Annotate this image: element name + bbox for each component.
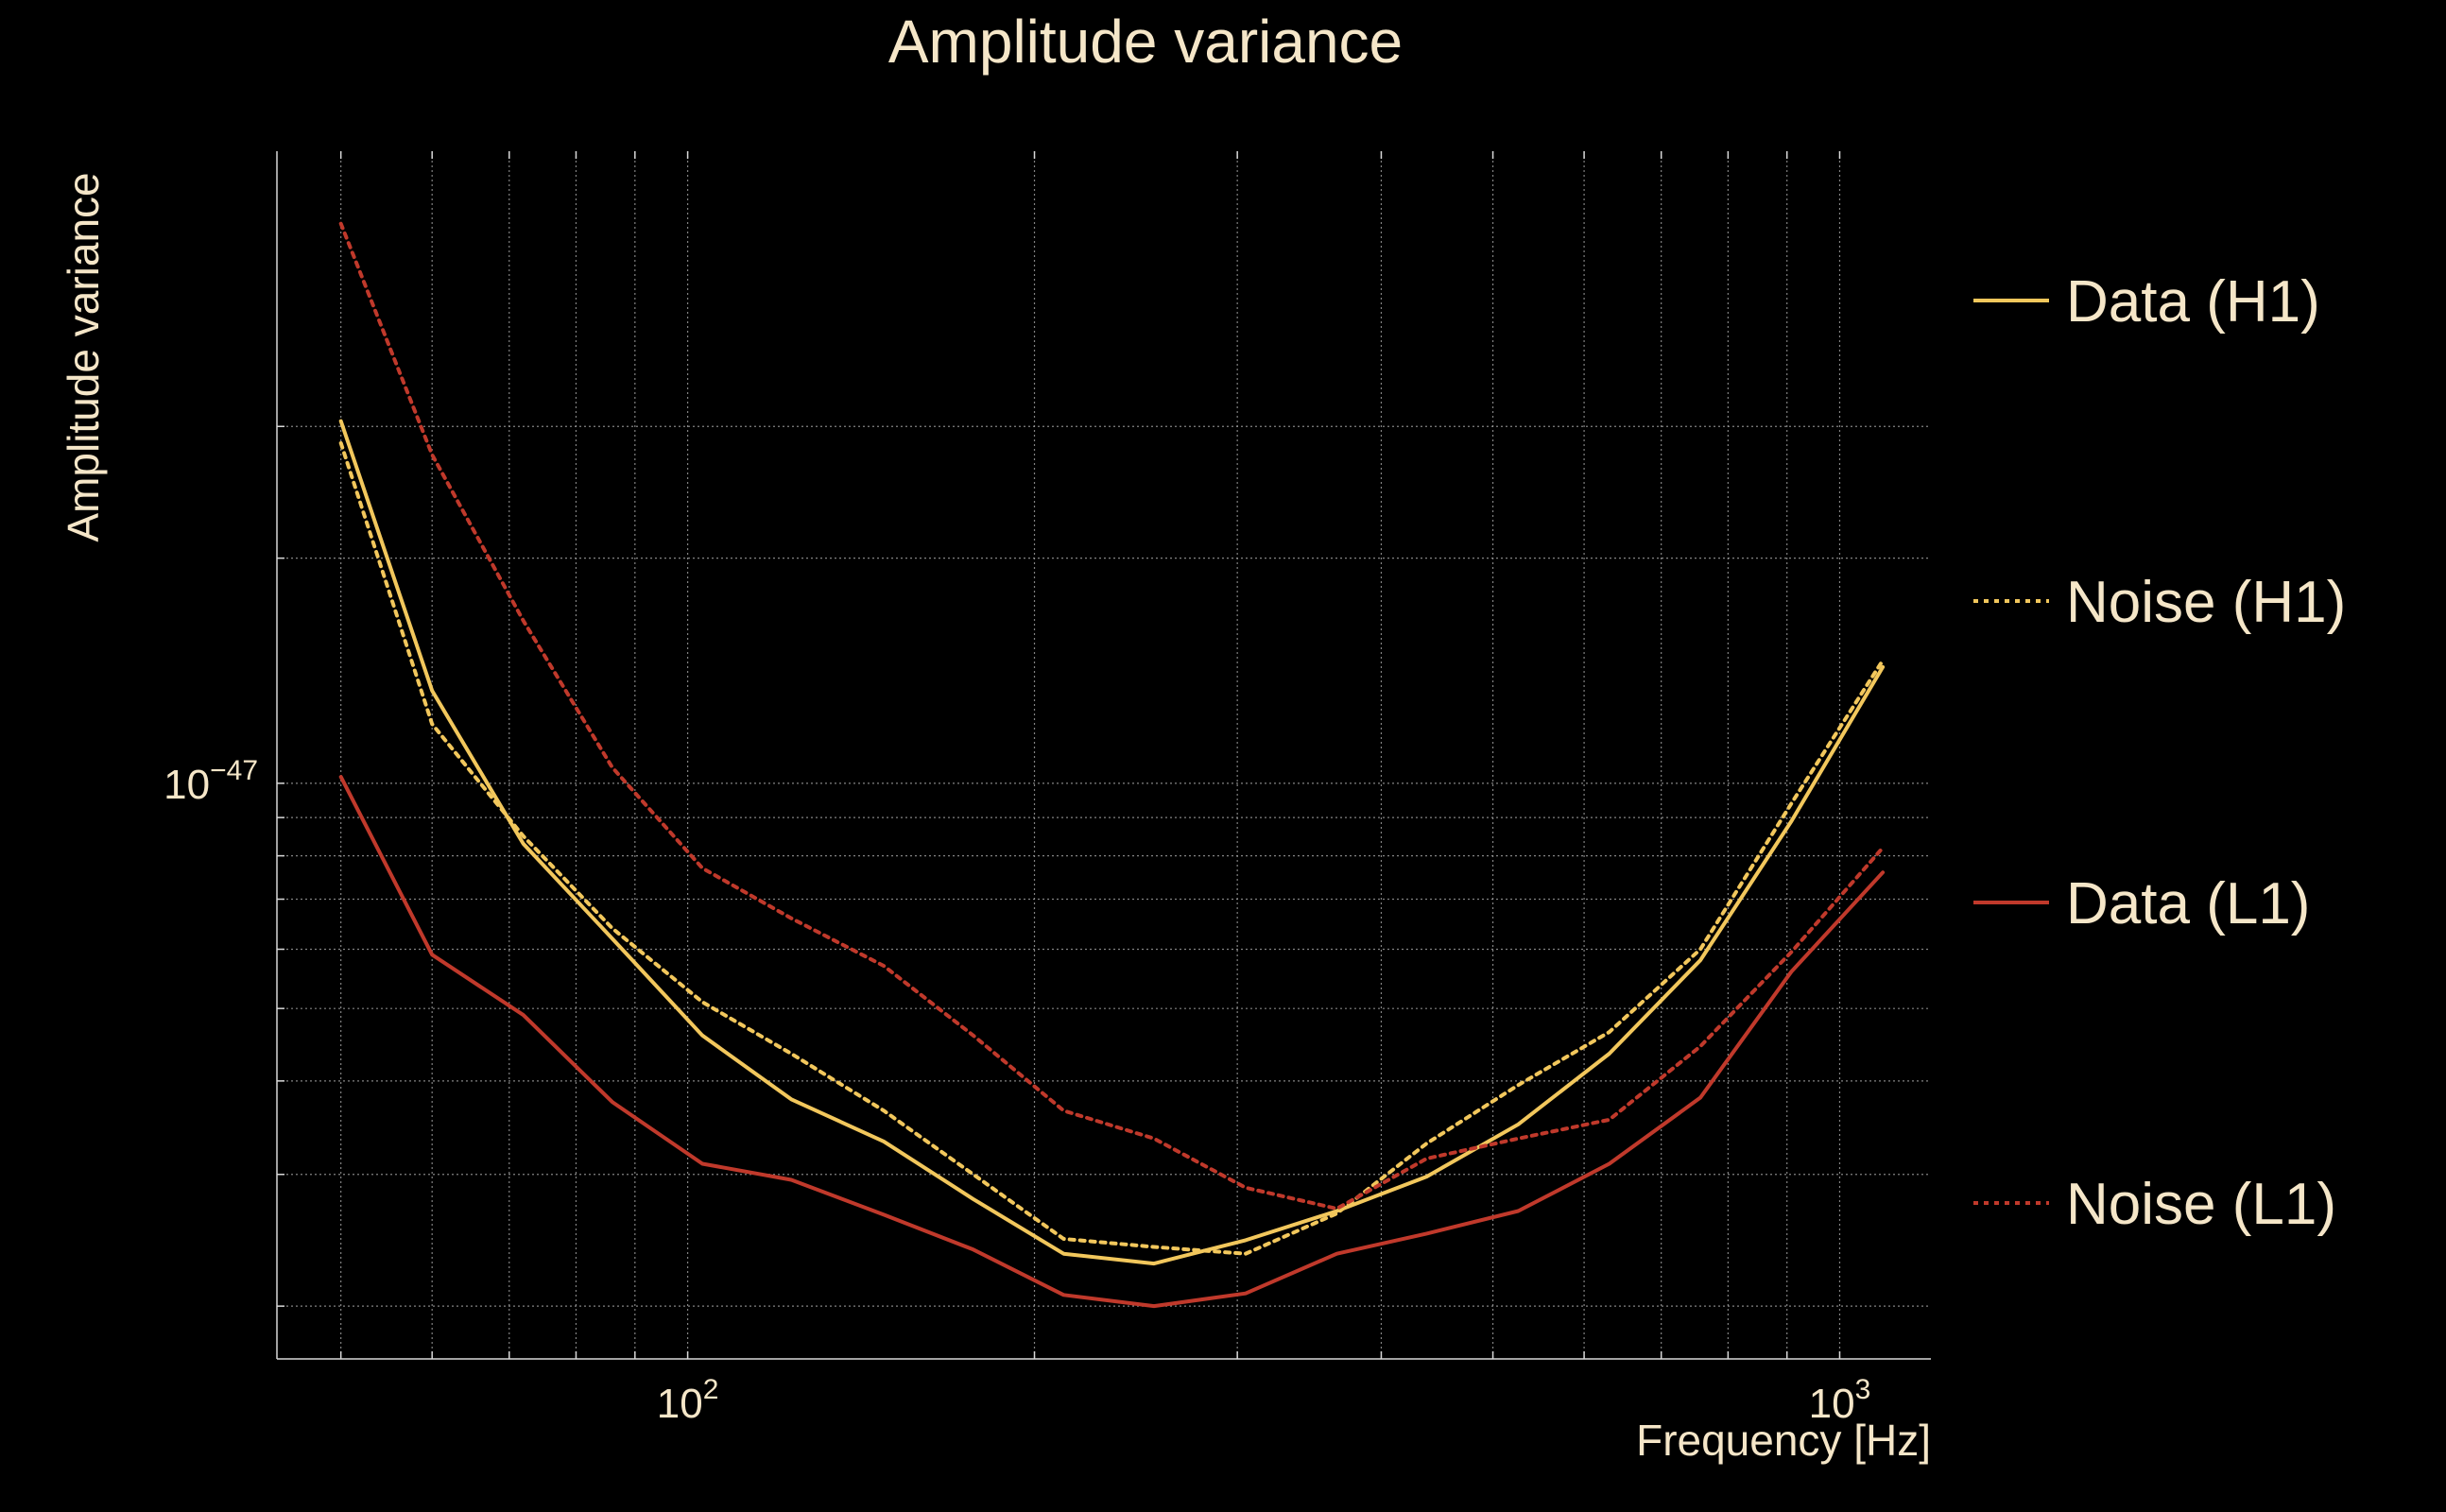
- axis-layer: 102 103 10−47: [164, 151, 1931, 1427]
- series-line-data-l1: [338, 775, 1886, 1309]
- series-line-noise-l1: [338, 221, 1886, 1211]
- chart-title: Amplitude variance: [888, 8, 1403, 76]
- legend-label-data-l1: Data (L1): [2066, 871, 2310, 936]
- x-tick-label: 103: [1809, 1374, 1871, 1427]
- legend-label-noise-h1: Noise (H1): [2066, 570, 2346, 635]
- grid-layer: [277, 151, 1931, 1359]
- x-axis-label: Frequency [Hz]: [1636, 1416, 1931, 1465]
- y-tick-label: 10−47: [164, 755, 258, 808]
- series-line-noise-h1: [338, 440, 1886, 1256]
- legend-label-data-h1: Data (H1): [2066, 269, 2320, 335]
- legend: Data (H1) Noise (H1) Data (L1) Noise (L1): [1973, 269, 2346, 1237]
- legend-label-noise-l1: Noise (L1): [2066, 1172, 2336, 1237]
- x-tick-label: 102: [657, 1374, 719, 1427]
- series-line-data-h1: [338, 419, 1886, 1266]
- y-axis-label: Amplitude variance: [59, 172, 108, 541]
- series-layer: [338, 221, 1886, 1309]
